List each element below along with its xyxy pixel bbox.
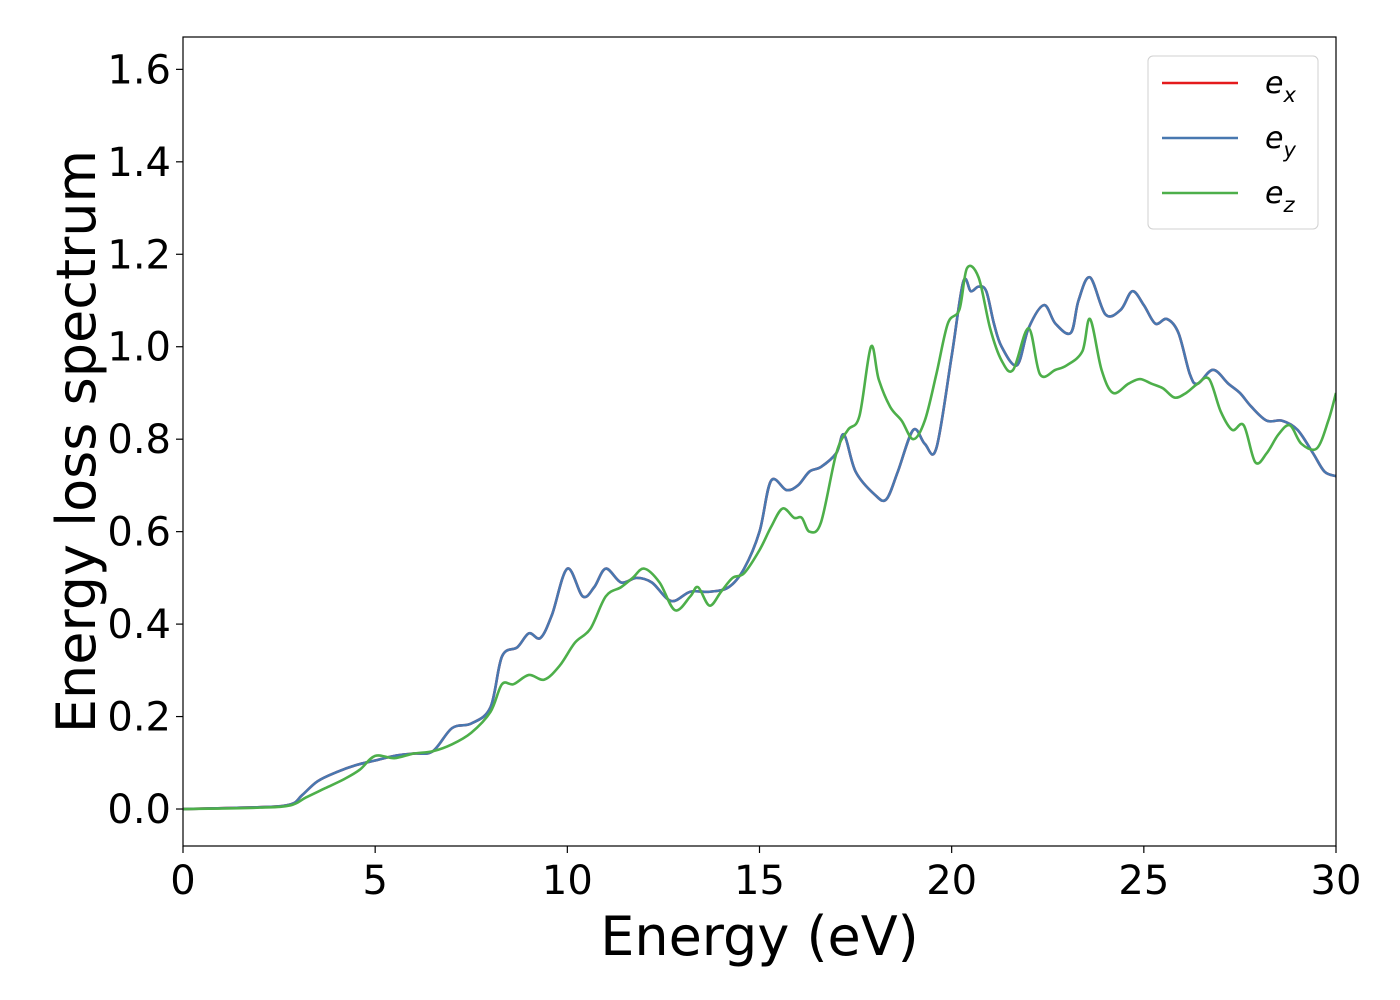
y-tick-label: 1.0 [107,325,171,371]
x-tick-label: 5 [362,858,387,904]
y-tick-label: 1.4 [107,140,171,186]
series-line-y [183,276,1336,811]
y-tick-label: 0.8 [107,417,171,463]
x-tick-label: 25 [1118,858,1169,904]
legend-label-z: ez [1265,176,1295,217]
legend: ex ey ez [1147,55,1319,230]
x-tick-label: 15 [734,858,785,904]
series-line-z [183,264,1336,811]
legend-label-y: ey [1265,121,1296,162]
y-axis-ticks: 0.0 0.2 0.4 0.6 0.8 1.0 1.2 1.4 1.6 [107,47,183,833]
x-tick-label: 10 [542,858,593,904]
x-tick-label: 0 [170,858,195,904]
series-layer [183,264,1336,811]
y-tick-label: 0.0 [107,787,171,833]
x-axis-label: Energy (eV) [600,905,919,968]
y-axis-label: Energy loss spectrum [45,150,108,733]
legend-box [1147,55,1319,230]
y-tick-label: 0.4 [107,602,171,648]
series-line-x [183,276,1336,811]
y-tick-label: 0.6 [107,510,171,556]
y-tick-label: 0.2 [107,695,171,741]
x-tick-label: 30 [1311,858,1362,904]
legend-label-x: ex [1265,66,1296,107]
x-axis-ticks: 0 5 10 15 20 25 30 [170,846,1361,904]
x-tick-label: 20 [926,858,977,904]
y-tick-label: 1.2 [107,232,171,278]
y-tick-label: 1.6 [107,47,171,93]
